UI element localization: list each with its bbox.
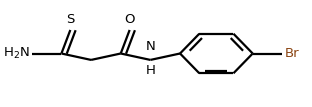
Text: H: H <box>145 64 155 77</box>
Text: S: S <box>66 13 75 26</box>
Text: N: N <box>145 41 155 54</box>
Text: Br: Br <box>285 47 299 60</box>
Text: $\mathregular{H_2N}$: $\mathregular{H_2N}$ <box>2 46 29 61</box>
Text: O: O <box>124 13 135 26</box>
